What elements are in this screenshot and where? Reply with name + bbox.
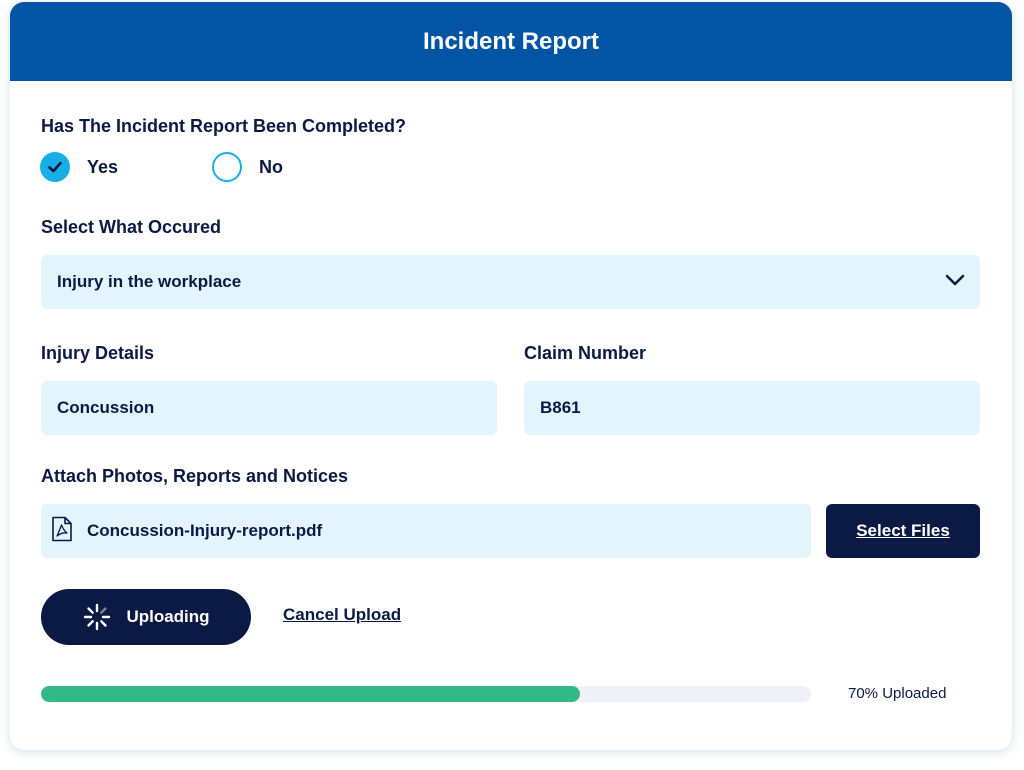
radio-unchecked-icon[interactable] <box>212 152 243 182</box>
occurrence-label: Select What Occured <box>41 217 222 237</box>
spinner-icon <box>82 602 112 632</box>
page-title: Incident Report <box>422 27 599 55</box>
attached-file-field: Concussion-Injury-report.pdf <box>41 504 811 558</box>
claim-number-input[interactable]: B861 <box>524 381 980 435</box>
radio-no-label: No <box>259 156 284 177</box>
occurrence-selected-value: Injury in the workplace <box>57 272 242 291</box>
attached-file-name: Concussion-Injury-report.pdf <box>87 521 323 540</box>
uploading-button[interactable]: Uploading <box>41 589 251 645</box>
injury-details-label: Injury Details <box>41 343 155 363</box>
upload-progress-fill <box>41 686 580 702</box>
upload-progress-text: 70% Uploaded <box>848 685 947 702</box>
chevron-down-icon[interactable] <box>944 272 966 292</box>
cancel-upload-link[interactable]: Cancel Upload <box>283 605 402 624</box>
radio-no[interactable]: No <box>212 152 283 182</box>
claim-number-value: B861 <box>540 398 581 417</box>
pdf-file-icon <box>51 516 73 547</box>
radio-checked-icon[interactable] <box>40 152 70 182</box>
incident-report-card: Incident Report Has The Incident Report … <box>10 2 1012 750</box>
injury-details-input[interactable]: Concussion <box>41 381 497 435</box>
completed-radio-group: Yes No <box>40 152 283 182</box>
claim-number-label: Claim Number <box>524 343 647 363</box>
radio-yes[interactable]: Yes <box>40 152 118 182</box>
attachments-label: Attach Photos, Reports and Notices <box>41 466 349 486</box>
radio-yes-label: Yes <box>87 156 119 177</box>
occurrence-select[interactable]: Injury in the workplace <box>41 255 980 309</box>
uploading-button-label: Uploading <box>126 607 210 626</box>
completed-question-label: Has The Incident Report Been Completed? <box>41 116 407 136</box>
injury-details-value: Concussion <box>57 398 155 417</box>
select-files-button[interactable]: Select Files <box>826 504 980 558</box>
upload-progress-bar <box>41 686 811 702</box>
card-header: Incident Report <box>10 2 1012 81</box>
